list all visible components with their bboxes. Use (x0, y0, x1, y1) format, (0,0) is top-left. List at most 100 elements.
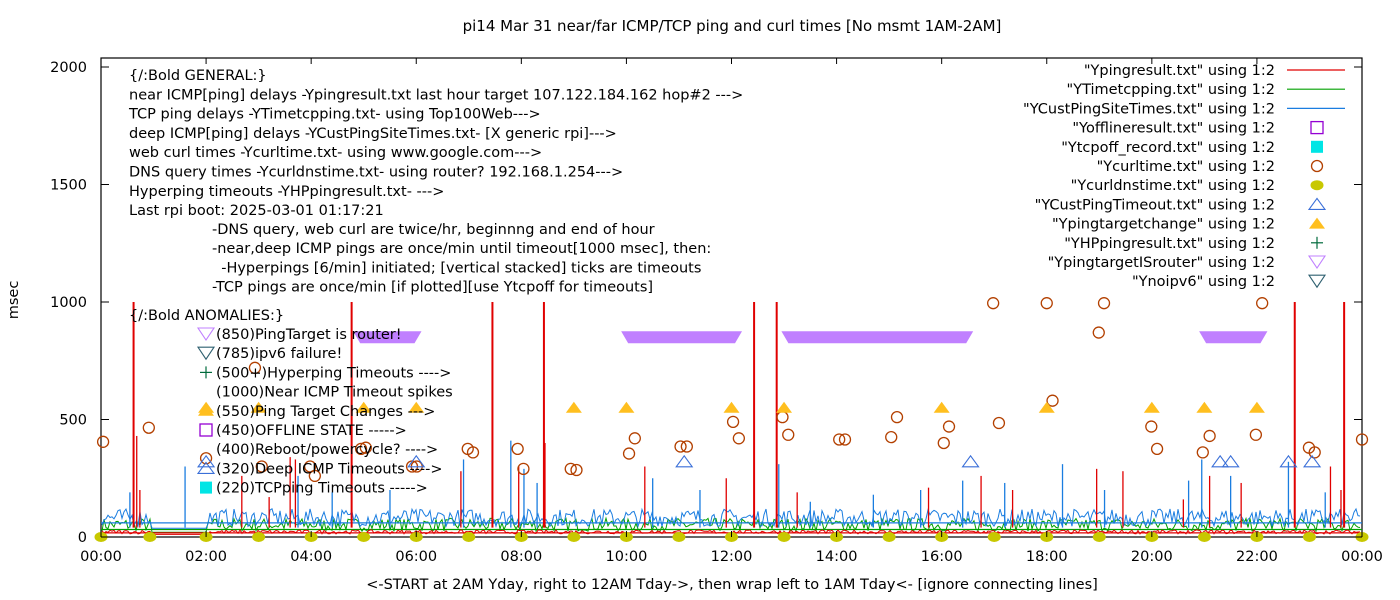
anomaly-marker-icon (196, 346, 216, 361)
x-tick-label: 14:00 (816, 549, 858, 565)
x-tick-label: 22:00 (1236, 549, 1278, 565)
point-curl (570, 463, 583, 477)
point-targetchange (1196, 401, 1213, 413)
point-dns (143, 532, 157, 542)
point-curl (255, 460, 268, 473)
point-curl (354, 442, 368, 456)
point-targetchange (618, 401, 635, 413)
note-line: -TCP pings are once/min [if plotted][use… (212, 280, 653, 296)
general-heading: {/:Bold GENERAL:} (129, 68, 267, 84)
plot-area (94, 57, 1369, 542)
general-annotations: {/:Bold GENERAL:} near ICMP[ping] delays … (128, 68, 743, 219)
anomaly-text: (320)Deep ICMP Timeouts ----> (216, 461, 443, 477)
legend-label: "Ytcpoff_record.txt" using 1:2 (1061, 140, 1275, 156)
point-custtimeout (1303, 454, 1322, 468)
point-targetchange (408, 401, 425, 413)
anomalies-annotations: {/:Bold ANOMALIES:} (850)PingTarget is ro… (129, 308, 453, 497)
legend-swatch-noipv6 (1307, 274, 1327, 289)
x-axis: 00:00 02:00 04:00 06:00 08:00 10:00 12:00 14:00… (80, 58, 1383, 565)
y-tick-label: 1000 (50, 295, 87, 311)
point-curl (1256, 297, 1269, 310)
anomaly-text: (785)ipv6 failure! (216, 346, 342, 362)
point-dns (1302, 532, 1316, 542)
point-curl (732, 432, 746, 445)
point-curl (942, 420, 956, 433)
point-curl (308, 469, 321, 483)
legend-swatch-dns (1310, 180, 1324, 191)
anomalies-heading: {/:Bold ANOMALIES:} (129, 308, 284, 324)
x-tick-label: 20:00 (1131, 549, 1173, 565)
point-custtimeout (1221, 454, 1240, 468)
point-curl (726, 415, 740, 429)
legend-label: "Yofflineresult.txt" using 1:2 (1072, 121, 1275, 137)
point-targetchange (1038, 401, 1055, 413)
general-note: Hyperping timeouts -YHPpingresult.txt- -… (129, 184, 444, 200)
router-band (781, 331, 974, 344)
point-curl (1308, 446, 1321, 459)
point-curl (776, 410, 789, 424)
point-curl (833, 433, 846, 446)
point-custtimeout (407, 454, 426, 468)
point-custtimeout (197, 454, 216, 468)
point-curl (622, 447, 636, 460)
point-curl (1203, 429, 1216, 443)
x-tick-label: 10:00 (606, 549, 648, 565)
anomaly-text: (1000)Near ICMP Timeout spikes (216, 385, 453, 401)
legend-swatch-targetchange (1309, 217, 1325, 229)
point-targetchange (565, 401, 582, 413)
point-curl (838, 433, 852, 446)
point-targetchange (355, 401, 372, 413)
y-tick-label: 2000 (50, 60, 87, 76)
legend-label: "YHPpingresult.txt" using 1:2 (1064, 236, 1275, 252)
y-axis-label: msec (6, 281, 22, 320)
note-line: -DNS query, web curl are twice/hr, begin… (212, 222, 655, 238)
point-curl (511, 442, 524, 456)
point-curl (517, 462, 530, 476)
point-curl (782, 428, 795, 441)
general-note: Last rpi boot: 2025-03-01 01:17:21 (129, 203, 384, 219)
anomaly-marker-icon (198, 404, 214, 416)
point-custtimeout (675, 454, 694, 468)
spike-series-group (129, 302, 1346, 528)
point-curl (987, 297, 1000, 310)
y-tick-label: 0 (78, 530, 87, 546)
y-tick-label: 1500 (50, 178, 87, 194)
x-tick-label: 08:00 (500, 549, 542, 565)
legend-label: "YCustPingTimeout.txt" using 1:2 (1035, 197, 1275, 213)
point-dns (987, 532, 1001, 542)
point-curl (359, 441, 372, 454)
x-tick-label: 16:00 (921, 549, 963, 565)
point-curl (142, 421, 155, 434)
router-band (1199, 331, 1268, 344)
point-dns (672, 532, 686, 542)
anomaly-marker-icon (196, 461, 216, 474)
point-dns (252, 532, 266, 542)
point-dns (1197, 532, 1211, 542)
anomaly-text: (850)PingTarget is router! (216, 327, 402, 343)
point-targetchange (776, 401, 793, 413)
legend-label: "Ypingresult.txt" using 1:2 (1084, 63, 1275, 79)
legend-label: "YTimetcpping.txt" using 1:2 (1067, 82, 1275, 98)
general-note: DNS query times -Ycurldnstime.txt- using… (129, 165, 623, 181)
point-curl (1145, 420, 1158, 433)
point-curl (674, 440, 687, 453)
point-curl (937, 436, 950, 450)
point-curl (992, 416, 1006, 430)
point-curl (248, 361, 262, 374)
point-curl (96, 435, 110, 448)
legend: "Ypingresult.txt" using 1:2 "YTimetcpping… (1023, 63, 1345, 290)
point-dns (462, 532, 476, 542)
legend-label: "Ynoipv6" using 1:2 (1132, 274, 1275, 290)
x-axis-label: <-START at 2AM Yday, right to 12AM Tday-… (366, 577, 1098, 593)
marker-series-group (94, 297, 1369, 542)
x-tick-label: 02:00 (185, 549, 227, 565)
point-dns (567, 532, 581, 542)
anomaly-marker-icon (200, 366, 212, 379)
point-targetchange (1143, 401, 1160, 413)
legend-label: "Ycurldnstime.txt" using 1:2 (1071, 178, 1275, 194)
notes-annotations: -DNS query, web curl are twice/hr, begin… (212, 222, 711, 296)
router-band (621, 331, 743, 344)
anomaly-text: (400)Reboot/powercycle? ----> (216, 442, 438, 458)
x-tick-label: 12:00 (711, 549, 753, 565)
